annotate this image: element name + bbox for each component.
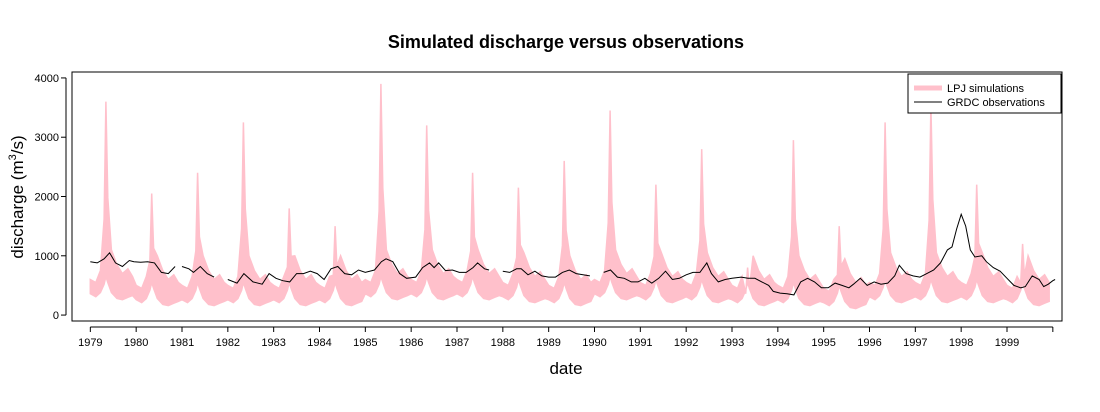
y-axis-label-main: discharge (m [8,160,27,258]
x-axis: 1979 1980 1981 1982 1983 1984 1985 1986 1987 1988… [78,320,1054,349]
x-tick-label: 1999 [995,337,1019,349]
y-axis-label-superscript: 3 [7,154,19,160]
x-tick-label: 1982 [216,337,240,349]
y-tick-label: 3000 [35,132,59,144]
x-tick-label: 1994 [766,337,790,349]
x-tick-label: 1979 [78,337,102,349]
simulation-band [89,83,1050,310]
x-tick-label: 1988 [491,337,515,349]
y-axis-label: discharge (m3/s) [7,135,27,258]
x-tick-label: 1981 [170,337,194,349]
x-tick-label: 1998 [949,337,973,349]
x-tick-label: 1987 [445,337,469,349]
y-axis-label-tail: /s) [8,135,27,154]
x-tick-label: 1992 [674,337,698,349]
legend-box [907,73,1062,114]
observation-line-segment [502,268,590,278]
y-tick-label: 4000 [35,73,59,85]
observation-line-segment [90,251,176,275]
observation-line-segment [181,265,215,278]
y-tick-label: 1000 [35,251,59,263]
x-tick-label: 1990 [582,337,606,349]
y-tick-label: 2000 [35,192,59,204]
x-tick-label: 1983 [261,337,285,349]
simulation-band-layer [89,83,1050,310]
x-tick-label: 1986 [399,337,423,349]
x-tick-label: 1984 [307,337,331,349]
observation-line-layer [90,212,1056,296]
legend-label-observations: GRDC observations [947,97,1045,109]
x-tick-label: 1997 [903,337,927,349]
y-axis: 0 1000 2000 3000 4000 [35,73,67,322]
x-tick-label: 1985 [353,337,377,349]
x-tick-label: 1993 [720,337,744,349]
observation-line-segment [227,258,490,285]
x-tick-label: 1989 [536,337,560,349]
x-tick-label: 1980 [124,337,148,349]
x-tick-label: 1996 [857,337,881,349]
x-tick-label: 1991 [628,337,652,349]
observation-line-segment [603,212,1056,296]
legend-label-simulations: LPJ simulations [947,83,1025,95]
x-axis-label: date [549,359,582,378]
chart-title: Simulated discharge versus observations [388,32,744,52]
y-tick-label: 0 [53,310,59,322]
x-tick-label: 1995 [811,337,835,349]
legend: LPJ simulations GRDC observations [907,73,1062,114]
